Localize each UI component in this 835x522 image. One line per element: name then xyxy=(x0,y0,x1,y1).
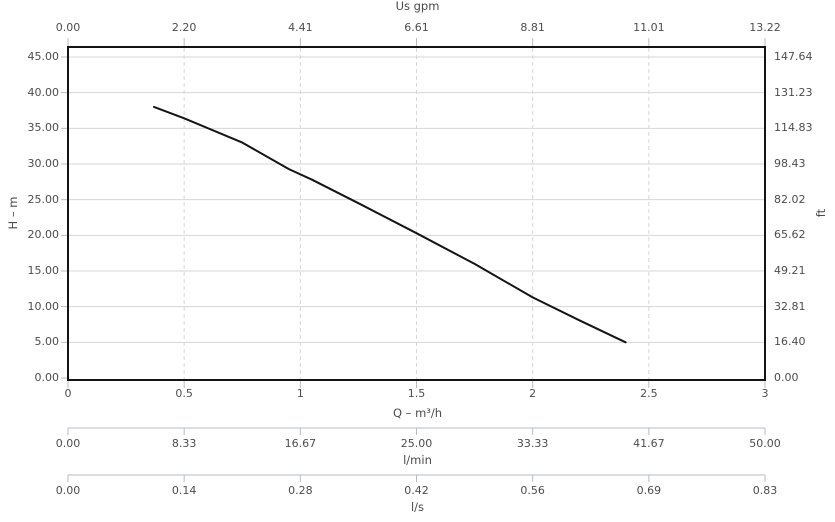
top-axis-tick-label: 6.61 xyxy=(404,21,429,34)
right-axis-tick-label: 98.43 xyxy=(774,157,806,170)
top-axis-tick-label: 8.81 xyxy=(520,21,545,34)
q-axis-tick-label: 0 xyxy=(64,387,72,400)
ls-axis-tick-label: 0.69 xyxy=(636,484,662,497)
q-axis-tick-label: 3 xyxy=(761,387,769,400)
ls-axis-tick-label: 0.42 xyxy=(404,484,429,497)
ls-axis-tick-label: 0.14 xyxy=(171,484,197,497)
left-axis-tick-label: 40.00 xyxy=(27,85,60,99)
left-axis-tick-label: 25.00 xyxy=(27,192,60,206)
lmin-axis-title: l/min xyxy=(403,453,432,467)
top-axis-tick-label: 11.01 xyxy=(633,21,665,34)
lmin-axis-tick-label: 8.33 xyxy=(171,437,197,450)
right-axis-tick-label: 82.02 xyxy=(774,192,806,206)
hq-curve xyxy=(153,105,627,344)
left-axis-tick-label: 45.00 xyxy=(27,50,60,63)
left-axis-tick-label: 30.00 xyxy=(27,157,60,170)
right-axis-tick-label: 32.81 xyxy=(774,299,806,313)
left-axis-tick-label: 20.00 xyxy=(27,228,60,242)
lmin-axis-tick-label: 41.67 xyxy=(633,437,665,450)
q-axis-tick-label: 1.5 xyxy=(407,387,426,400)
ls-axis-tick-label: 0.00 xyxy=(55,484,81,497)
lmin-axis-tick-label: 33.33 xyxy=(516,437,549,450)
plot-border xyxy=(67,46,766,381)
ls-axis-title: l/s xyxy=(410,500,425,514)
right-axis-tick-label: 114.83 xyxy=(774,121,813,135)
top-axis-tick-label: 4.41 xyxy=(288,21,313,34)
left-axis-tick-label: 35.00 xyxy=(27,121,60,135)
left-axis-tick-label: 15.00 xyxy=(27,264,60,277)
top-axis-tick-label: 13.22 xyxy=(749,21,781,34)
left-axis-tick-label: 5.00 xyxy=(34,335,60,349)
right-axis-tick-label: 16.40 xyxy=(774,335,806,349)
ls-axis-tick-label: 0.28 xyxy=(288,484,313,497)
left-axis-tick-label: 0.00 xyxy=(34,371,60,384)
top-axis-tick-label: 2.20 xyxy=(171,21,197,34)
right-axis-tick-label: 65.62 xyxy=(774,228,806,242)
lmin-axis-tick-label: 16.67 xyxy=(284,437,317,450)
right-axis-tick-label: 49.21 xyxy=(774,264,806,277)
ls-axis-tick-label: 0.83 xyxy=(752,484,778,497)
q-axis-tick-label: 2.5 xyxy=(640,387,658,400)
right-axis-tick-label: 0.00 xyxy=(774,371,799,384)
top-axis-title: Us gpm xyxy=(395,0,440,13)
q-axis-tick-label: 0.5 xyxy=(175,387,193,400)
right-axis-tick-label: 147.64 xyxy=(774,50,813,63)
right-axis-tick-label: 131.23 xyxy=(774,85,813,99)
left-axis-tick-label: 10.00 xyxy=(27,299,60,313)
top-axis-tick-label: 0.00 xyxy=(55,21,81,34)
lmin-axis-tick-label: 25.00 xyxy=(400,437,433,450)
q-axis-tick-label: 1 xyxy=(296,387,304,400)
q-axis-title: Q – m³/h xyxy=(392,406,443,420)
q-axis-tick-label: 2 xyxy=(529,387,537,400)
ls-axis-tick-label: 0.56 xyxy=(520,484,545,497)
lmin-axis-tick-label: 50.00 xyxy=(749,437,781,450)
lmin-axis-tick-label: 0.00 xyxy=(55,437,81,450)
